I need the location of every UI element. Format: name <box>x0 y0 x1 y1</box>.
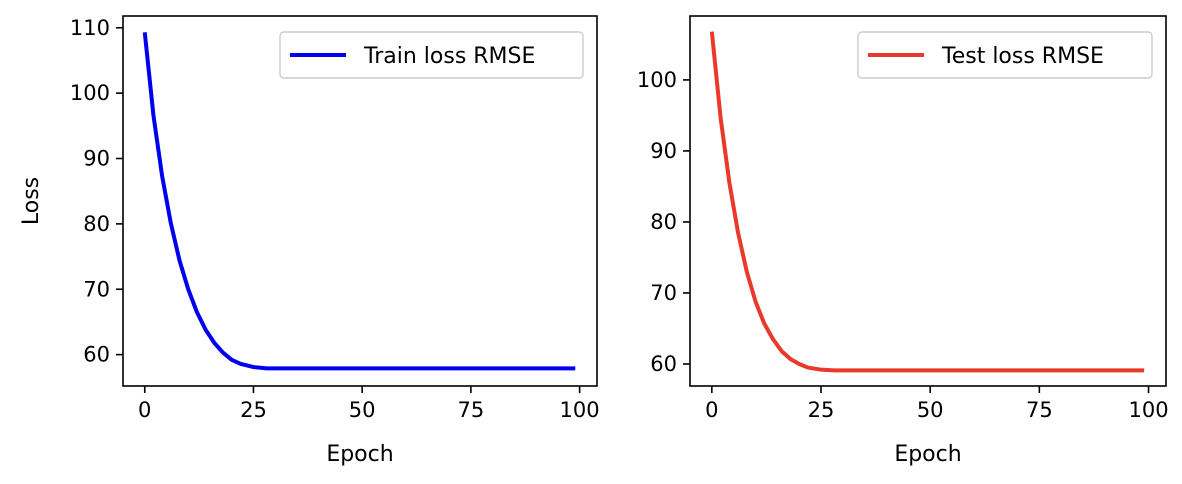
x-tick-label: 75 <box>1026 398 1053 422</box>
y-tick-label: 100 <box>70 81 110 105</box>
y-tick-label: 70 <box>83 277 110 301</box>
y-tick-label: 80 <box>83 212 110 236</box>
y-axis-label: Loss <box>19 177 44 225</box>
subplot-2: 0 25 50 75 100 60 70 80 90 100 Epoch Test loss RMSE <box>637 15 1169 467</box>
legend-box <box>279 31 584 79</box>
subplot-1: 0 25 50 75 100 60 70 80 90 100 110 Epoch Loss Train l… <box>19 15 600 467</box>
x-tick-label: 100 <box>1128 398 1168 422</box>
y-tick-label: 60 <box>650 352 677 376</box>
y-tick-label: 90 <box>83 147 110 171</box>
x-tick-label: 50 <box>917 398 944 422</box>
y-tick-label: 80 <box>650 210 677 234</box>
axes-frame <box>122 15 598 387</box>
legend-box <box>857 31 1153 79</box>
x-tick-label: 75 <box>458 398 485 422</box>
y-tick-label: 110 <box>70 16 110 40</box>
y-tick-label: 70 <box>650 281 677 305</box>
x-axis-label: Epoch <box>326 442 393 467</box>
series-line-1-1 <box>142 32 576 371</box>
x-tick-label: 0 <box>705 398 718 422</box>
y-tick-label: 90 <box>650 139 677 163</box>
x-tick-label: 50 <box>349 398 376 422</box>
series-line-2-1 <box>709 31 1145 373</box>
x-tick-label: 100 <box>560 398 600 422</box>
y-tick-label: 100 <box>637 68 677 92</box>
legend: Train loss RMSE <box>279 31 584 79</box>
x-axis-label: Epoch <box>894 442 961 467</box>
legend-label: Train loss RMSE <box>363 44 535 69</box>
legend-label: Test loss RMSE <box>941 44 1104 69</box>
x-tick-label: 0 <box>138 398 151 422</box>
x-tick-label: 25 <box>240 398 267 422</box>
legend: Test loss RMSE <box>857 31 1153 79</box>
x-tick-label: 25 <box>808 398 835 422</box>
y-tick-label: 60 <box>83 343 110 367</box>
axes-frame <box>689 15 1167 387</box>
